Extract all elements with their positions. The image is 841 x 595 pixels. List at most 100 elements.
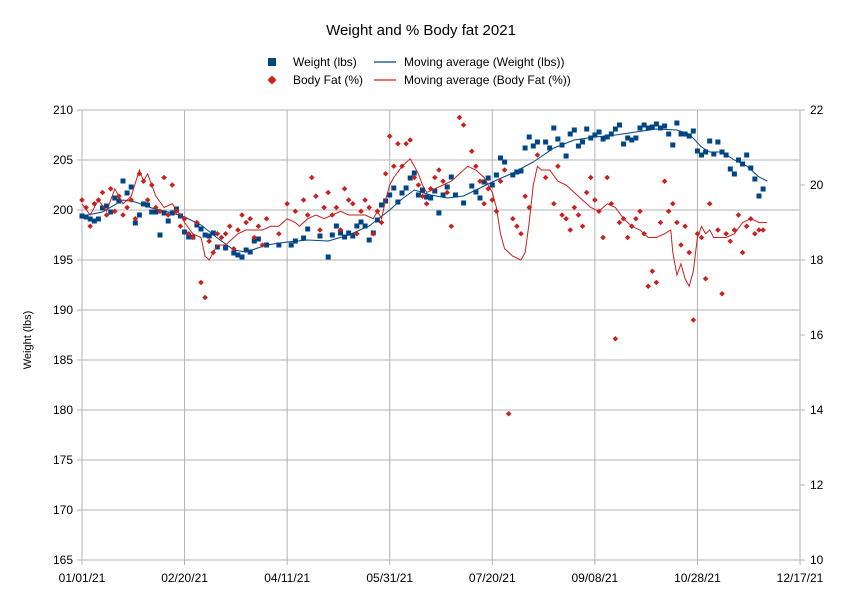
weight-point [682,131,688,137]
body-fat-point [690,317,697,323]
weight-point [711,151,717,157]
weight-point [157,232,163,238]
weight-point [407,175,413,181]
weight-point [493,172,499,178]
body-fat-point [231,245,237,252]
legend-swatch-diamond [267,75,277,85]
body-fat-point [559,212,565,218]
weight-point [251,238,257,244]
weight-point [415,192,421,198]
weight-point [452,192,458,198]
y2-tick-label: 16 [810,328,824,342]
weight-point [736,157,741,163]
weight-point [629,137,635,143]
y-tick-label: 170 [53,503,73,517]
weight-point [637,125,643,131]
series-moving-average-body-fat [81,158,768,288]
body-fat-point [592,197,598,203]
weight-point [604,134,610,140]
weight-point [104,203,110,209]
body-fat-point [370,230,377,237]
body-fat-point [423,200,430,207]
weight-point [325,254,331,260]
weight-point [420,187,425,193]
weight-point [116,198,122,204]
body-fat-point [313,193,319,200]
weight-point [247,249,253,255]
weight-point [305,226,311,232]
weight-point [567,131,573,137]
body-fat-point [263,215,270,222]
body-fat-point [255,223,262,230]
weight-point [584,126,590,132]
chart-title: Weight and % Body fat 2021 [326,22,516,39]
body-fat-point [157,208,163,215]
body-fat-point [616,219,623,226]
body-fat-point [284,200,290,207]
weight-point [399,190,405,196]
weight-point [329,232,335,238]
body-fat-point [259,242,266,248]
weight-point [214,244,220,250]
body-fat-point [226,223,233,230]
body-fat-point [386,133,393,140]
weight-point [498,155,503,161]
weight-point [231,250,237,256]
weight-point [485,175,491,181]
legend-label: Moving average (Weight (lbs)) [404,55,565,69]
weight-point [645,125,651,131]
body-fat-point [719,290,725,297]
weight-point [662,123,668,129]
weight-point [235,252,241,258]
body-fat-point [661,178,668,185]
weight-point [440,192,446,198]
weight-point [571,127,577,133]
y-tick-label: 195 [53,253,73,267]
weight-point [391,185,397,191]
body-fat-point [194,219,200,226]
body-fat-point [132,215,139,222]
weight-point [112,195,118,201]
weight-point [489,182,495,188]
body-fat-point [444,189,450,196]
weight-point [477,195,483,201]
weight-point [301,235,307,241]
x-tick-label: 10/28/21 [674,571,721,585]
body-fat-point [103,212,110,218]
body-fat-point [477,178,483,185]
y-axis-title: Weight (lbs) [22,311,34,369]
body-fat-point [144,197,151,203]
body-fat-point [682,223,688,230]
weight-point [108,209,114,215]
legend-label: Body Fat (%) [293,73,363,87]
body-fat-point [173,208,180,215]
weight-point [424,194,430,200]
body-fat-point [185,230,192,237]
x-tick-label: 02/20/21 [161,571,208,585]
body-fat-point [505,410,512,417]
body-fat-point [514,223,520,230]
weight-point [366,237,372,243]
y-tick-label: 200 [53,203,73,217]
weight-point [575,143,581,149]
weight-point [362,223,368,229]
body-fat-point [604,174,610,181]
x-tick-label: 04/11/21 [264,571,310,585]
body-fat-point [189,234,196,241]
weight-point [469,183,475,189]
weight-point [547,145,553,151]
body-fat-point [411,174,418,181]
weight-point [182,229,188,235]
body-fat-point [366,204,372,211]
body-fat-point [247,215,254,222]
body-fat-point [304,212,311,218]
body-fat-point [436,167,442,173]
legend-label: Weight (lbs) [293,55,357,69]
weight-point [715,139,721,145]
weight-point [592,132,598,138]
weight-point [678,131,684,137]
body-fat-point [99,189,106,196]
weight-point [411,170,417,176]
